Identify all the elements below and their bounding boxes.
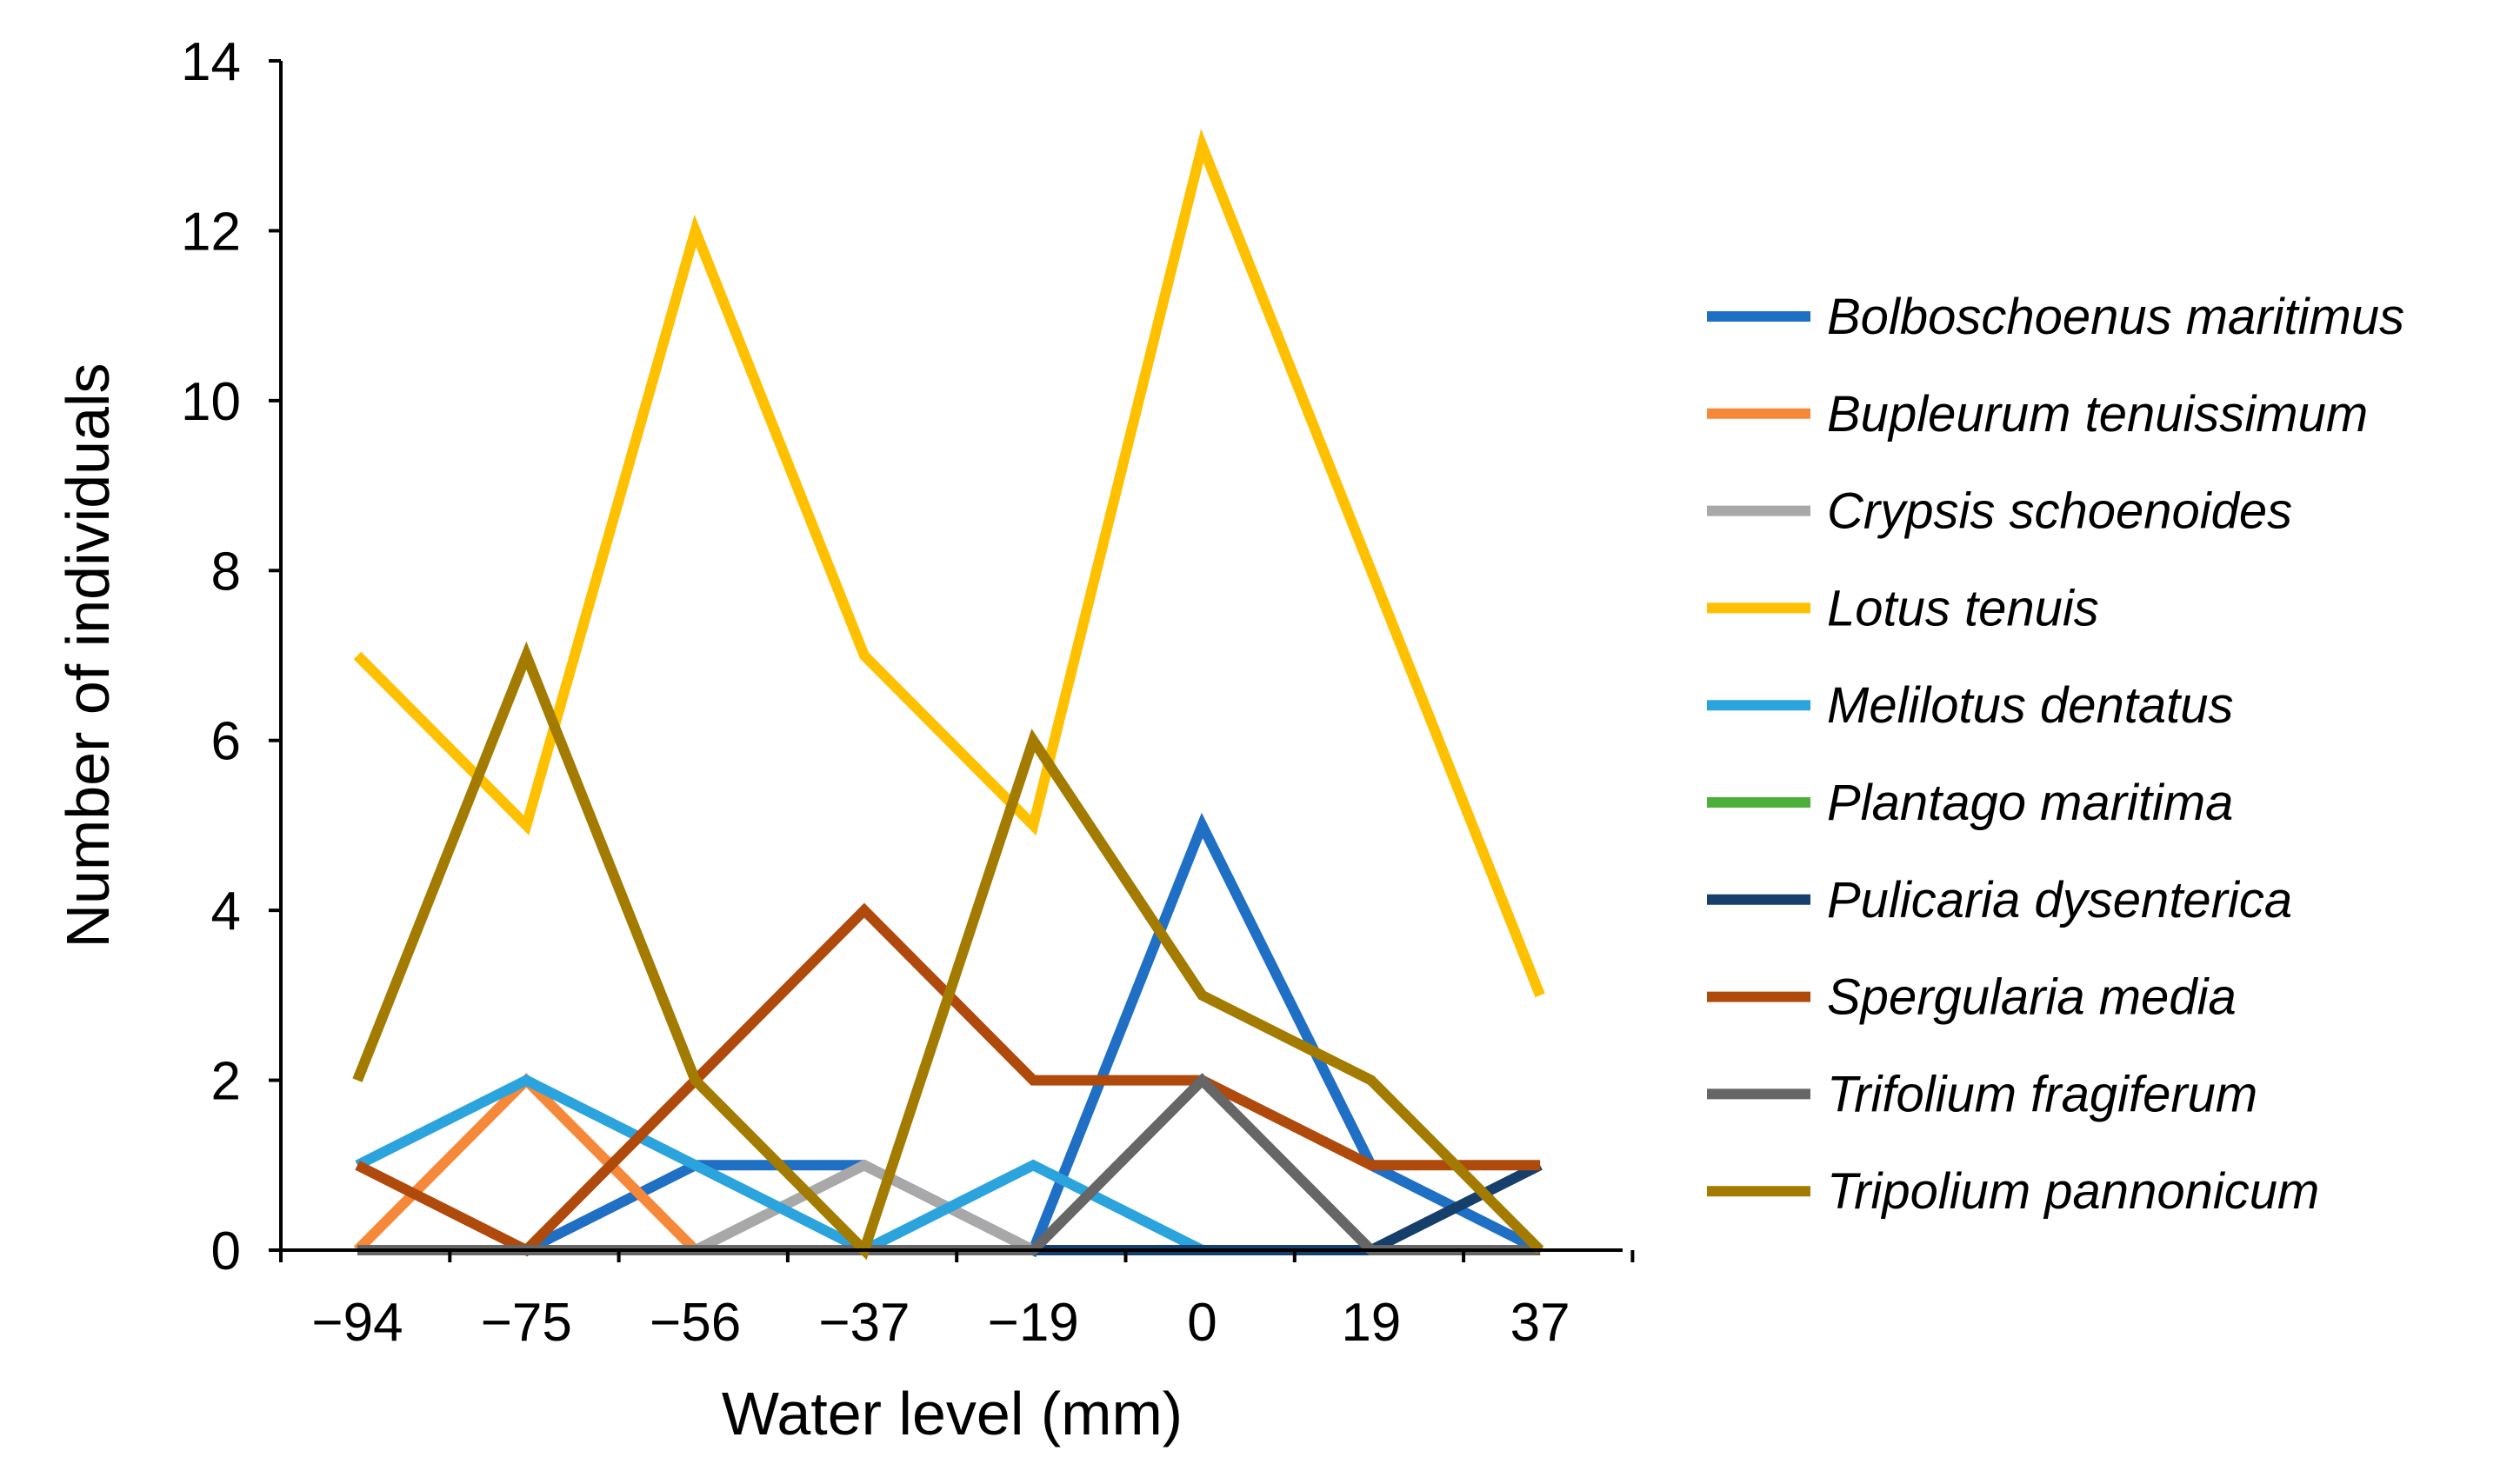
y-tick-label: 8 [211, 542, 241, 602]
x-tick-label: −75 [481, 1293, 572, 1353]
y-tick-label: 6 [211, 712, 241, 772]
axes [279, 61, 1623, 1252]
y-tick-label: 2 [211, 1052, 241, 1112]
legend-label-tripolium-pannonicum: Tripolium pannonicum [1827, 1163, 2319, 1220]
legend-label-plantago-maritima: Plantago maritima [1827, 775, 2233, 831]
y-tick-label: 10 [181, 372, 241, 432]
y-tick-label: 12 [181, 202, 241, 262]
ticks: 0 2 4 6 8 10 12 14 −94 −75 −56 −37 −19 0 19 37 [181, 32, 1635, 1353]
legend: Bolboschoenus maritimus Bupleurum tenuiss… [1707, 289, 2404, 1220]
legend-label-pulicaria-dysenterica: Pulicaria dysenterica [1827, 872, 2292, 928]
legend-label-bolboschoenus-maritimus: Bolboschoenus maritimus [1827, 289, 2404, 345]
legend-label-lotus-tenuis: Lotus tenuis [1827, 580, 2099, 636]
y-tick-label: 14 [181, 32, 241, 92]
y-axis-title: Number of individuals [54, 363, 122, 948]
series-line-tripolium-pannonicum [352, 641, 1544, 1261]
legend-label-trifolium-fragiferum: Trifolium fragiferum [1827, 1066, 2257, 1122]
x-tick-label: −94 [311, 1293, 403, 1353]
x-axis-title: Water level (mm) [722, 1380, 1183, 1447]
x-tick-label: −37 [818, 1293, 910, 1353]
y-tick-label: 0 [211, 1221, 241, 1281]
series-line-bolboschoenus-maritimus [357, 812, 1543, 1258]
x-tick-label: −56 [650, 1293, 741, 1353]
legend-label-crypsis-schoenoides: Crypsis schoenoides [1827, 483, 2292, 540]
series-line-lotus-tenuis [353, 129, 1545, 998]
x-tick-label: 37 [1510, 1293, 1570, 1353]
legend-label-bupleurum-tenuissimum: Bupleurum tenuissimum [1827, 386, 2368, 443]
y-tick-label: 4 [211, 882, 241, 942]
x-tick-label: 0 [1187, 1293, 1217, 1353]
series-layer [352, 129, 1545, 1261]
legend-label-melilotus-dentatus: Melilotus dentatus [1827, 677, 2233, 734]
x-tick-label: −19 [988, 1293, 1079, 1353]
x-tick-label: 19 [1341, 1293, 1401, 1353]
legend-label-spergularia-media: Spergularia media [1827, 969, 2237, 1026]
